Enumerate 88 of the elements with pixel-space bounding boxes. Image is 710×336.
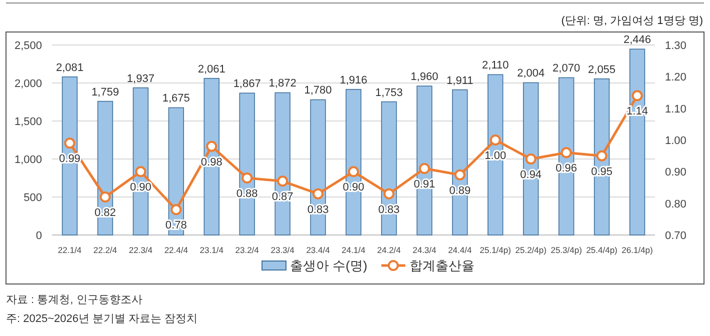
bar [558, 77, 574, 236]
data-label: 2,070 [552, 62, 580, 75]
data-label: 1,872 [268, 78, 296, 90]
y2-tick-label: 0.80 [665, 198, 686, 210]
x-tick-label: 22.3/4 [128, 245, 153, 255]
x-tick-label: 24.2/4 [377, 245, 402, 255]
y-tick-label: 1,500 [14, 116, 42, 128]
data-label: 0.91 [414, 178, 436, 190]
legend-label: 합계출산율 [409, 258, 474, 273]
point [170, 204, 182, 216]
bar [594, 78, 610, 236]
x-tick-label: 24.3/4 [412, 245, 437, 255]
data-label: 0.99 [59, 153, 80, 166]
data-label: 0.90 [130, 182, 152, 194]
text: 주: 2025~2026년 분기별 자료는 잠정치 [6, 313, 198, 325]
point [454, 169, 466, 180]
data-label: 2,446 [624, 34, 652, 46]
x-tick-label: 22.1/4 [58, 245, 82, 255]
y-tick-label: 1,000 [14, 154, 42, 166]
point [206, 140, 218, 152]
data-label: 2,004 [517, 68, 545, 80]
x-tick-label: 22.4/4 [164, 245, 188, 255]
point [277, 176, 288, 187]
point [560, 147, 572, 158]
y2-tick-label: 1.00 [665, 135, 686, 147]
data-label: 0.95 [591, 166, 613, 178]
data-label: 1,937 [126, 72, 154, 85]
x-tick-label: 23.1/4 [200, 245, 224, 255]
point [312, 188, 324, 200]
data-label: 1.00 [484, 150, 506, 162]
x-tick-label: 24.4/4 [448, 245, 472, 255]
x-tick-label: 24.1/4 [342, 245, 366, 255]
y2-tick-label: 1.20 [665, 72, 686, 84]
y2-tick-label: 1.10 [665, 103, 686, 116]
data-label: 1,911 [446, 74, 474, 87]
x-tick-label: 23.4/4 [306, 245, 330, 255]
point [64, 138, 76, 149]
legend-label: 출생아 수(명) [290, 258, 368, 273]
data-label: 0.94 [520, 169, 542, 181]
y2-tick-label: 0.70 [665, 230, 686, 242]
data-label: 2,055 [588, 64, 616, 76]
point [383, 188, 394, 200]
x-tick-label: 25.4/4p) [586, 245, 618, 255]
data-label: 0.87 [272, 191, 294, 204]
data-label: 1,867 [233, 78, 261, 90]
data-label: 1,960 [410, 71, 438, 84]
data-label: 2,081 [56, 62, 84, 74]
y-tick-label: 2,000 [14, 78, 42, 90]
data-label: 1,675 [162, 92, 190, 105]
bar [62, 76, 78, 236]
data-label: 0.88 [236, 188, 258, 200]
x-tick-label: 22.2/4 [93, 245, 118, 255]
data-label: 1,780 [304, 84, 332, 97]
bar [132, 87, 149, 236]
data-label: 0.78 [165, 220, 187, 232]
data-label: 1,753 [375, 86, 403, 99]
y2-tick-label: 0.90 [665, 166, 686, 179]
data-label: 0.90 [342, 182, 364, 194]
data-label: 0.89 [449, 184, 471, 197]
data-label: 0.96 [556, 162, 578, 175]
point [100, 192, 111, 202]
data-label: 0.83 [378, 204, 400, 216]
point [418, 163, 430, 174]
point [135, 166, 146, 178]
x-tick-label: 25.3/4p) [550, 245, 582, 255]
x-tick-label: 25.1/4p) [480, 245, 512, 255]
text: (단위: 명, 가임여성 1명당 명) [561, 15, 703, 27]
text: 자료 : 통계청, 인구동향조사 [6, 294, 142, 306]
point [242, 172, 253, 184]
x-tick-label: 25.2/4p) [515, 245, 547, 255]
data-label: 0.83 [307, 204, 329, 216]
point [596, 150, 608, 162]
point [525, 154, 536, 164]
data-label: 2,110 [482, 60, 509, 72]
x-tick-label: 26.1/4p) [622, 245, 654, 255]
y-tick-label: 2,500 [14, 40, 42, 52]
data-label: 1,916 [340, 74, 368, 86]
y2-tick-label: 1.30 [665, 40, 686, 52]
data-label: 1,759 [91, 86, 119, 98]
point [632, 90, 643, 102]
data-label: 2,061 [198, 63, 226, 76]
data-label: 0.82 [94, 207, 116, 219]
x-tick-label: 23.2/4 [235, 245, 260, 255]
point [348, 166, 359, 178]
y-tick-label: 0 [36, 230, 42, 242]
point [490, 134, 501, 146]
y-tick-label: 500 [24, 192, 42, 204]
x-tick-label: 23.3/4 [270, 245, 295, 255]
